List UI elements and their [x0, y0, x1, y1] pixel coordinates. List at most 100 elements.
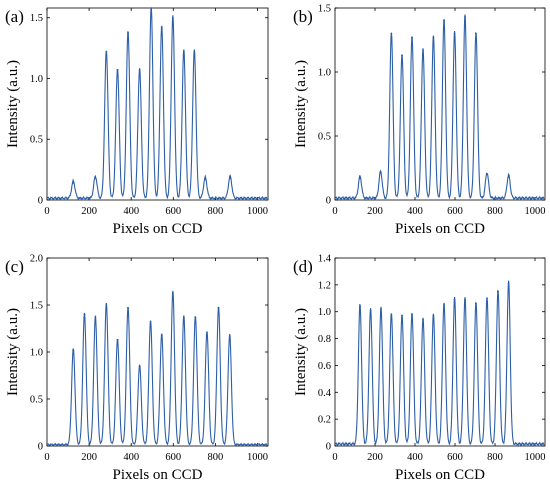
peak-point-6 [138, 69, 141, 71]
y-tick-label: 0.2 [318, 415, 331, 426]
intensity-trace [335, 14, 545, 201]
x-axis-title: Pixels on CCD [112, 467, 202, 482]
peak-point-12 [486, 173, 488, 176]
y-tick-label: 1.2 [318, 280, 331, 291]
peak-point-6 [422, 49, 424, 52]
intensity-trace [47, 290, 268, 447]
peak-point-9 [443, 304, 445, 306]
y-axis-title: Intensity (a.u.) [5, 308, 21, 396]
peak-point-1 [359, 177, 361, 180]
peak-point-1 [359, 305, 361, 308]
peak-point-15 [228, 335, 231, 337]
x-tick-label: 600 [165, 452, 181, 463]
peak-point-4 [105, 303, 108, 305]
x-tick-label: 400 [407, 452, 423, 463]
peak-point-4 [401, 54, 403, 57]
x-tick-label: 800 [487, 206, 503, 217]
y-tick-label: 1.0 [30, 74, 43, 85]
y-tick-label: 0.5 [30, 395, 43, 406]
peak-point-7 [150, 7, 153, 9]
peak-point-9 [160, 334, 163, 336]
peak-point-13 [206, 331, 208, 334]
peak-point-3 [390, 32, 393, 35]
peak-point-13 [507, 176, 510, 178]
peak-point-10 [464, 16, 466, 18]
peak-point-1 [72, 182, 75, 184]
intensity-trace [47, 7, 268, 201]
peak-point-11 [182, 316, 185, 319]
peak-point-13 [229, 177, 232, 180]
peak-point-12 [475, 302, 477, 305]
peak-point-3 [94, 316, 97, 319]
peak-point-9 [453, 32, 456, 35]
peak-point-7 [432, 36, 435, 39]
x-tick-label: 200 [367, 206, 383, 217]
x-tick-label: 400 [123, 452, 139, 463]
y-tick-label: 2.0 [30, 254, 43, 265]
x-axis-title: Pixels on CCD [395, 221, 485, 237]
x-tick-label: 1000 [247, 206, 268, 217]
x-axis-title: Pixels on CCD [395, 467, 485, 482]
y-tick-label: 1.4 [318, 254, 332, 265]
peak-point-12 [204, 178, 207, 181]
panel-4: 0 200 400 600 800 1000 0 0.2 0.4 0.6 0.8 1.0 1.2 1.4 P… [293, 254, 546, 482]
peak-point-14 [497, 290, 499, 293]
x-tick-label: 1000 [525, 206, 546, 217]
x-tick-label: 0 [44, 206, 49, 217]
y-tick-label: 1.0 [318, 68, 331, 79]
panel-label: (d) [293, 257, 313, 276]
x-tick-label: 200 [81, 206, 97, 217]
y-tick-label: 0.8 [318, 334, 331, 345]
peak-point-10 [453, 298, 456, 301]
panel-label: (c) [5, 257, 24, 276]
peak-point-3 [380, 308, 382, 310]
peak-point-15 [507, 282, 510, 285]
x-tick-label: 600 [165, 206, 181, 217]
x-tick-label: 200 [367, 452, 383, 463]
x-tick-label: 0 [44, 452, 49, 463]
peak-point-11 [193, 50, 196, 53]
panel-3: 0 200 400 600 800 1000 0 0.5 1.0 1.5 2.0 Pixels on … [5, 254, 269, 482]
peak-point-4 [116, 69, 119, 71]
y-tick-label: 1.5 [30, 301, 43, 312]
intensity-trace [335, 280, 545, 447]
peak-point-1 [72, 349, 75, 352]
y-tick-label: 0.5 [30, 135, 43, 146]
peak-point-2 [94, 177, 97, 180]
axes-frame [334, 7, 546, 201]
y-tick-label: 1.5 [30, 13, 43, 24]
peak-point-11 [475, 32, 477, 35]
peak-point-8 [160, 26, 163, 29]
peak-point-14 [217, 306, 220, 309]
x-axis-title: Pixels on CCD [112, 221, 202, 237]
peak-point-6 [411, 313, 413, 316]
y-tick-label: 0 [38, 196, 43, 207]
panel-2: 0 200 400 600 800 1000 0 0.5 1.0 1.5 Pixels on CCD… [293, 4, 546, 238]
panel-1: 0 200 400 600 800 1000 0 0.5 1.0 1.5 Pixels on CCD… [5, 7, 269, 237]
x-tick-label: 1000 [525, 452, 546, 463]
peak-point-2 [83, 313, 86, 316]
peak-point-9 [171, 16, 174, 19]
x-tick-label: 0 [332, 452, 337, 463]
x-tick-label: 600 [447, 452, 463, 463]
peak-point-5 [411, 36, 413, 39]
peak-point-13 [486, 297, 488, 300]
axes-frame [46, 7, 269, 201]
peak-point-5 [116, 338, 119, 341]
peak-point-8 [432, 314, 435, 317]
peak-point-12 [194, 316, 197, 319]
x-tick-label: 400 [407, 206, 423, 217]
peak-point-10 [182, 50, 185, 53]
y-tick-label: 0 [38, 442, 43, 453]
x-tick-label: 800 [208, 452, 224, 463]
x-tick-label: 0 [332, 206, 337, 217]
y-axis-title: Intensity (a.u.) [293, 60, 309, 148]
peak-point-8 [149, 321, 152, 323]
x-tick-label: 600 [447, 206, 463, 217]
y-tick-label: 0 [326, 442, 331, 453]
peak-point-5 [401, 314, 403, 317]
y-tick-label: 0.4 [318, 388, 332, 399]
axes-frame [334, 257, 546, 447]
y-tick-label: 1.5 [318, 4, 331, 15]
y-tick-label: 0.5 [318, 132, 331, 143]
